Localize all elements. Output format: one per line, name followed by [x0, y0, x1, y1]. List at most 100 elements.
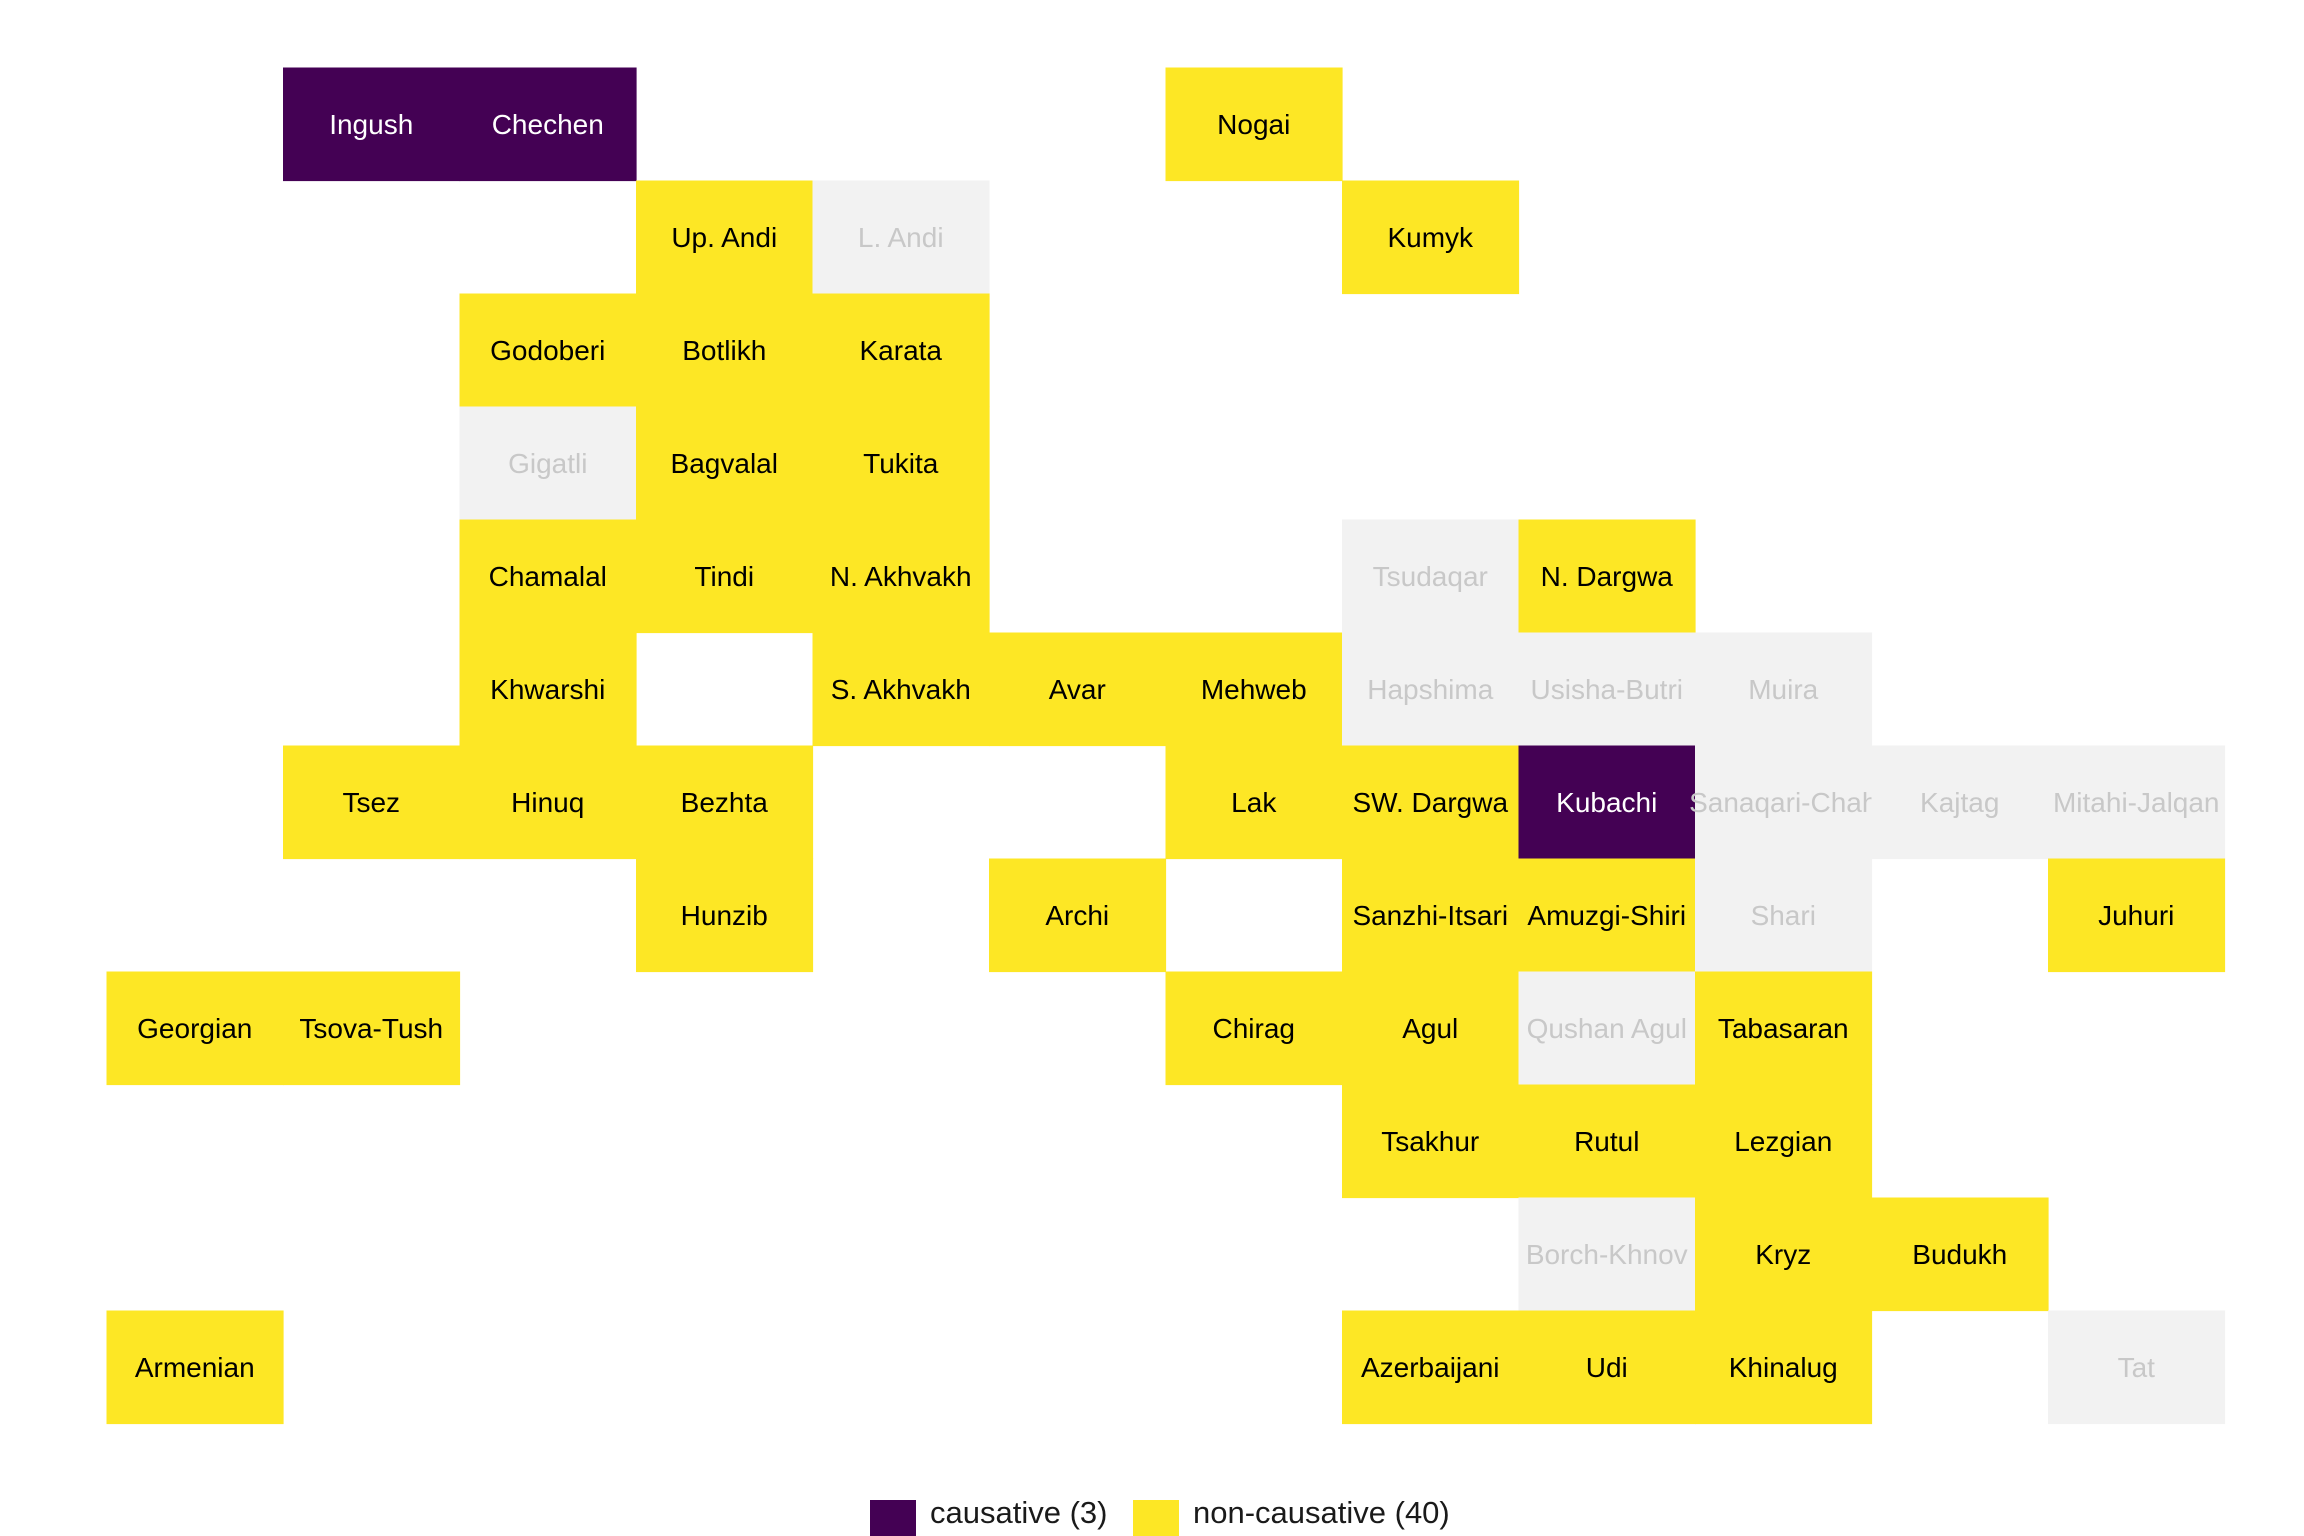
tile-avar: Avar — [989, 632, 1167, 747]
tile-tsakhur: Tsakhur — [1342, 1084, 1520, 1199]
tile-label: Tat — [2118, 1352, 2156, 1383]
tile-azerbaijani: Azerbaijani — [1342, 1310, 1520, 1425]
tile-rect — [1165, 745, 1343, 860]
tile-label: Up. Andi — [671, 222, 777, 253]
tile-rect — [636, 406, 814, 521]
tile-label: Georgian — [137, 1013, 252, 1044]
tile-rect — [1342, 745, 1520, 860]
tile-khinalug: Khinalug — [1695, 1310, 1873, 1425]
tile-hinuq: Hinuq — [459, 745, 637, 860]
tile-rect — [636, 745, 814, 860]
tile-label: Rutul — [1574, 1126, 1639, 1157]
tile-label: Hinuq — [511, 787, 584, 818]
tile-rect — [106, 971, 284, 1086]
tile-armenian: Armenian — [106, 1310, 284, 1425]
tile-rect — [2048, 745, 2226, 860]
tile-label: N. Dargwa — [1541, 561, 1674, 592]
tile-label: Armenian — [135, 1352, 255, 1383]
tile-hunzib: Hunzib — [636, 858, 814, 973]
tile-label: Azerbaijani — [1361, 1352, 1500, 1383]
tile-chirag: Chirag — [1165, 971, 1343, 1086]
tile-rect — [459, 406, 637, 521]
tile-n-dargwa: N. Dargwa — [1518, 519, 1696, 634]
legend-swatch — [1133, 1500, 1179, 1536]
tile-rect — [1342, 180, 1520, 295]
tile-rect — [1695, 971, 1873, 1086]
tile-label: Lak — [1231, 787, 1277, 818]
tile-label: Lezgian — [1734, 1126, 1832, 1157]
tile-label: Hapshima — [1367, 674, 1493, 705]
tile-bezhta: Bezhta — [636, 745, 814, 860]
tile-label: Mehweb — [1201, 674, 1307, 705]
tile-rect — [812, 406, 990, 521]
tile-kryz: Kryz — [1695, 1197, 1873, 1312]
tile-rect — [1518, 519, 1696, 634]
tile-label: Borch-Khnov — [1526, 1239, 1688, 1270]
tile-rect — [459, 293, 637, 408]
legend-label: causative (3) — [930, 1495, 1107, 1530]
tile-cells: Ingush Chechen Nogai Up. Andi L. Andi Kumyk Go… — [106, 67, 2226, 1425]
tile-juhuri: Juhuri — [2048, 858, 2226, 973]
tile-rect — [812, 519, 990, 634]
tile-shari: Shari — [1695, 858, 1873, 973]
tile-label: Sanzhi-Itsari — [1352, 900, 1508, 931]
tile-rect — [636, 858, 814, 973]
tile-kubachi: Kubachi — [1518, 745, 1696, 860]
tile-label: Mitahi-Jalqan — [2053, 787, 2220, 818]
tile-rect — [1165, 632, 1343, 747]
tile-hapshima: Hapshima — [1342, 632, 1520, 747]
tile-rect — [989, 632, 1167, 747]
tile-agul: Agul — [1342, 971, 1520, 1086]
tile-n-akhvakh: N. Akhvakh — [812, 519, 990, 634]
tile-bagvalal: Bagvalal — [636, 406, 814, 521]
tile-label: Kubachi — [1556, 787, 1657, 818]
tile-budukh: Budukh — [1871, 1197, 2049, 1312]
tile-label: Agul — [1402, 1013, 1458, 1044]
tile-tabasaran: Tabasaran — [1695, 971, 1873, 1086]
tile-label: Avar — [1049, 674, 1106, 705]
tile-rect — [283, 971, 461, 1086]
tile-label: Udi — [1586, 1352, 1628, 1383]
tile-label: Karata — [860, 335, 943, 366]
legend-label: non-causative (40) — [1193, 1495, 1450, 1530]
tile-tsova-tush: Tsova-Tush — [283, 971, 461, 1086]
tile-label: Bezhta — [681, 787, 769, 818]
tile-muira: Muira — [1695, 632, 1873, 747]
tile-label: Botlikh — [682, 335, 766, 366]
tile-tat: Tat — [2048, 1310, 2226, 1425]
legend-swatch — [870, 1500, 916, 1536]
tile-archi: Archi — [989, 858, 1167, 973]
tile-godoberi: Godoberi — [459, 293, 637, 408]
tile-tsudaqar: Tsudaqar — [1342, 519, 1520, 634]
tile-label: Tsez — [342, 787, 400, 818]
tile-rect — [1342, 1310, 1520, 1425]
tile-label: Qushan Agul — [1527, 1013, 1687, 1044]
tile-label: N. Akhvakh — [830, 561, 972, 592]
tile-rect — [1695, 745, 1873, 860]
tile-sanaqari-chah: Sanaqari-Chah — [1689, 745, 1877, 860]
tile-label: Hunzib — [681, 900, 768, 931]
tile-rect — [283, 67, 461, 182]
tile-qushan-agul: Qushan Agul — [1518, 971, 1696, 1086]
tile-rect — [1695, 1197, 1873, 1312]
tile-label: S. Akhvakh — [831, 674, 971, 705]
tile-label: Chirag — [1213, 1013, 1295, 1044]
tile-label: Ingush — [329, 109, 413, 140]
tile-rect — [1518, 745, 1696, 860]
tile-kumyk: Kumyk — [1342, 180, 1520, 295]
tile-rect — [459, 67, 637, 182]
tile-kajtag: Kajtag — [1871, 745, 2049, 860]
legend: causative (3) non-causative (40) — [870, 1495, 1450, 1536]
tile-up-andi: Up. Andi — [636, 180, 814, 295]
tile-rect — [1342, 1084, 1520, 1199]
tile-rect — [1871, 745, 2049, 860]
tile-label: Amuzgi-Shiri — [1527, 900, 1686, 931]
tile-label: Kumyk — [1387, 222, 1474, 253]
tile-label: Godoberi — [490, 335, 605, 366]
tile-udi: Udi — [1518, 1310, 1696, 1425]
tile-rect — [1695, 632, 1873, 747]
tile-ingush: Ingush — [283, 67, 461, 182]
tile-label: Bagvalal — [671, 448, 778, 479]
tile-l-andi: L. Andi — [812, 180, 990, 295]
